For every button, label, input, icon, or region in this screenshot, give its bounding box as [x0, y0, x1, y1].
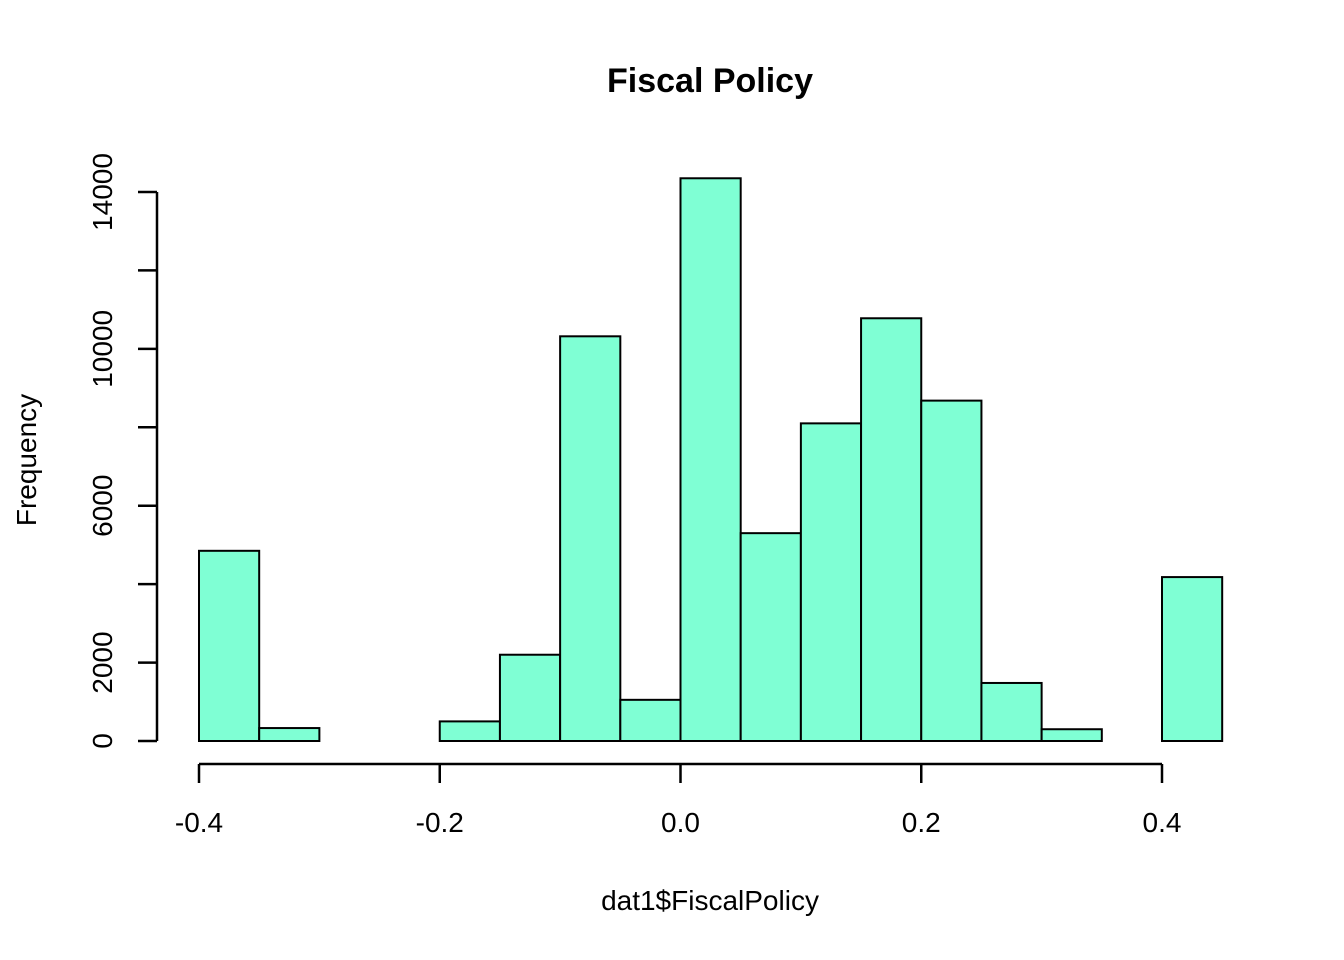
- histogram-bar-14: [1040, 728, 1103, 743]
- histogram-bar-6: [559, 335, 622, 742]
- histogram-bar-5: [498, 653, 562, 743]
- x-tick-label-4: 0.4: [1143, 807, 1182, 838]
- histogram-bar-9: [739, 532, 802, 743]
- histogram-bar-0: [198, 549, 261, 743]
- x-tick-label-0: -0.4: [175, 807, 223, 838]
- y-tick-label-2: 6000: [87, 475, 118, 537]
- histogram-bar-1: [258, 727, 321, 742]
- y-tick-label-3: 10000: [87, 310, 118, 388]
- histogram-bar-12: [920, 399, 983, 742]
- x-axis: -0.4 -0.2 0.0 0.2 0.4: [175, 762, 1182, 838]
- y-axis: 0 2000 6000 10000 14000: [87, 153, 159, 749]
- y-tick-label-0: 0: [87, 733, 118, 749]
- histogram-bar-4: [438, 720, 501, 743]
- bars-group: [198, 177, 1224, 743]
- histogram-bar-11: [860, 317, 923, 742]
- y-tick-label-1: 2000: [87, 631, 118, 693]
- histogram-bar-10: [799, 422, 863, 742]
- histogram-bar-8: [679, 177, 742, 742]
- histogram-bar-16: [1161, 576, 1224, 742]
- y-axis-label: Frequency: [11, 394, 42, 526]
- y-tick-label-4: 14000: [87, 153, 118, 231]
- x-tick-label-1: -0.2: [416, 807, 464, 838]
- x-axis-label: dat1$FiscalPolicy: [601, 885, 819, 916]
- x-tick-label-3: 0.2: [902, 807, 941, 838]
- histogram-bar-13: [980, 681, 1043, 742]
- histogram-bar-7: [619, 698, 682, 743]
- x-tick-label-2: 0.0: [661, 807, 700, 838]
- chart-title: Fiscal Policy: [607, 62, 813, 100]
